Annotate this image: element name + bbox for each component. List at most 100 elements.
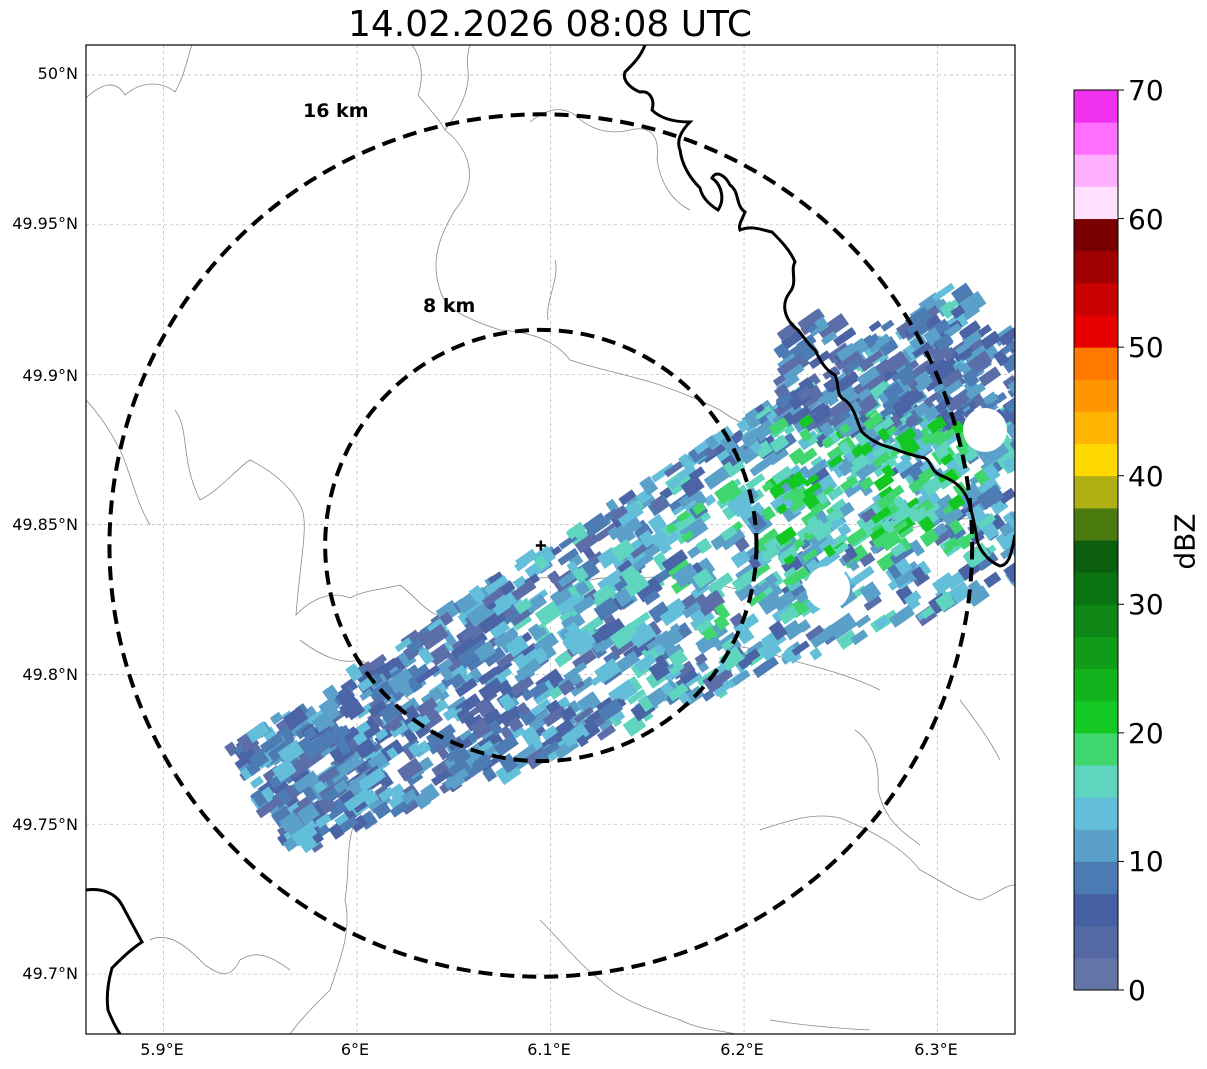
echo-cell — [269, 711, 284, 725]
echo-cell — [749, 440, 763, 454]
echo-cell — [783, 424, 796, 436]
echo-cell — [389, 721, 409, 738]
echo-cell — [821, 436, 834, 449]
echo-cell — [745, 473, 766, 491]
echo-cell — [734, 581, 756, 602]
echo-cell — [248, 748, 270, 770]
echo-cell — [947, 493, 966, 511]
echo-cell — [931, 282, 955, 302]
echo-cell — [701, 625, 719, 643]
echo-cell — [772, 590, 797, 612]
echo-gap — [806, 566, 850, 610]
echo-cell — [449, 673, 466, 689]
echo-cell — [676, 463, 696, 481]
echo-cell — [823, 544, 836, 558]
echo-cell — [678, 488, 702, 508]
echo-cell — [1054, 534, 1071, 552]
echo-cell — [837, 522, 852, 537]
echo-cell — [397, 648, 417, 669]
echo-cell — [672, 562, 700, 588]
echo-cell — [892, 501, 921, 527]
echo-cell — [703, 494, 717, 507]
echo-cell — [831, 498, 847, 512]
echo-cell — [484, 574, 509, 595]
echo-cell — [663, 460, 684, 478]
echo-cell — [413, 791, 432, 810]
echo-cell — [597, 636, 616, 653]
echo-cell — [445, 745, 464, 763]
echo-cell — [684, 672, 703, 688]
echo-cell — [695, 537, 713, 555]
echo-cell — [542, 740, 560, 757]
echo-cell — [782, 486, 800, 502]
echo-cell — [877, 336, 899, 357]
echo-cell — [303, 737, 328, 760]
echo-cell — [338, 789, 355, 805]
echo-cell — [447, 758, 471, 780]
echo-cell — [877, 427, 891, 442]
echo-cell — [647, 513, 668, 534]
echo-cell — [313, 780, 327, 793]
echo-cell — [487, 571, 505, 587]
echo-cell — [439, 665, 454, 682]
radar-site-marker — [535, 540, 546, 551]
echo-cell — [817, 549, 841, 570]
echo-cell — [885, 558, 913, 583]
echo-cell — [712, 679, 733, 697]
ring-label-8km: 8 km — [423, 295, 476, 317]
colorbar-segment — [1074, 829, 1118, 862]
echo-cell — [798, 414, 814, 429]
echo-cell — [773, 383, 790, 400]
colorbar-segment — [1074, 379, 1118, 412]
echo-cell — [899, 459, 925, 480]
echo-cell — [873, 416, 895, 435]
echo-cell — [814, 316, 830, 333]
echo-cell — [668, 648, 689, 668]
echo-cell — [569, 676, 595, 697]
echo-cell — [797, 619, 812, 633]
echo-cell — [487, 617, 511, 639]
lat-tick-label: 49.85°N — [12, 515, 78, 534]
echo-cell — [1008, 409, 1015, 425]
echo-cell — [382, 657, 399, 673]
echo-cell — [850, 565, 875, 586]
echo-cell — [737, 656, 753, 670]
echo-cell — [761, 480, 774, 493]
echo-cell — [633, 523, 654, 542]
echo-cell — [356, 721, 371, 735]
colorbar-tick-label: 40 — [1128, 460, 1164, 493]
echo-cell — [924, 355, 949, 378]
echo-cell — [754, 405, 774, 423]
echo-cell — [921, 475, 944, 497]
echo-cell — [714, 603, 731, 621]
echo-cell — [480, 590, 501, 608]
echo-cell — [863, 595, 883, 612]
echo-cell — [694, 652, 708, 666]
echo-cell — [648, 659, 670, 682]
echo-cell — [465, 631, 488, 652]
echo-cell — [639, 632, 659, 652]
colorbar-segment — [1074, 797, 1118, 830]
echo-cell — [1050, 520, 1067, 537]
echo-cell — [915, 322, 930, 337]
echo-cell — [316, 766, 338, 785]
echo-cell — [533, 554, 549, 571]
echo-cell — [911, 566, 929, 585]
echo-cell — [790, 405, 812, 425]
echo-cell — [439, 732, 458, 750]
echo-cell — [941, 506, 964, 527]
echo-cell — [1009, 437, 1015, 452]
echo-cell — [596, 724, 616, 741]
echo-cell — [482, 646, 506, 667]
echo-cell — [1026, 448, 1043, 465]
echo-cell — [1040, 539, 1066, 562]
echo-cell — [837, 409, 852, 422]
echo-cell — [851, 453, 870, 471]
echo-cell — [593, 596, 620, 621]
echo-cell — [557, 570, 578, 588]
echo-cell — [691, 501, 707, 516]
colorbar-segment — [1074, 668, 1118, 702]
echo-cell — [784, 645, 802, 664]
echo-cell — [805, 518, 825, 536]
colorbar-segment — [1074, 540, 1118, 573]
